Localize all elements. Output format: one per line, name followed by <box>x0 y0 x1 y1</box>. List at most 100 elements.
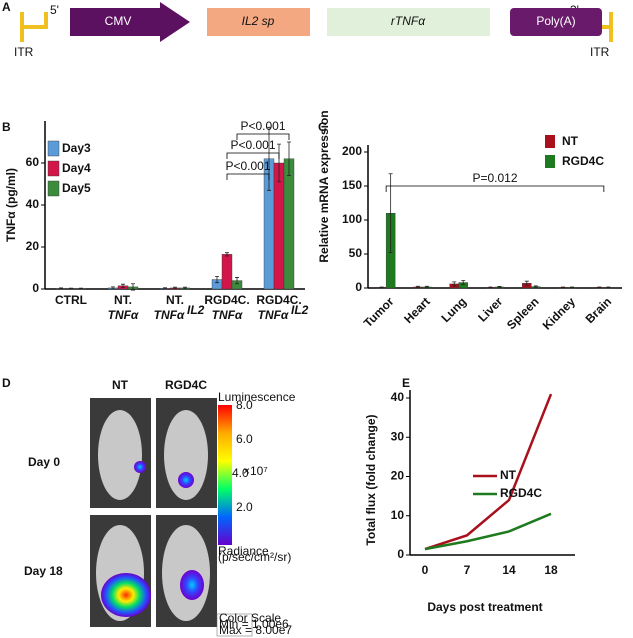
error-bar <box>561 286 566 289</box>
legend-label: Day3 <box>62 141 91 155</box>
significance-bracket <box>226 152 280 159</box>
panel-label: E <box>402 376 410 390</box>
error-bar <box>163 287 167 290</box>
x-tick-label: Tumor <box>361 294 397 330</box>
error-bar <box>424 285 429 289</box>
scale-tick: 2.0 <box>236 500 253 514</box>
scale-tick: 6.0 <box>236 432 253 446</box>
x-tick-label: TNFα <box>258 308 289 322</box>
error-bar <box>277 143 281 183</box>
panel-label: B <box>2 120 11 134</box>
x-tick-label: RGD4C. <box>256 293 301 307</box>
y-axis-label: Relative mRNA expression <box>317 110 331 262</box>
annotation: P<0.001 <box>230 138 275 152</box>
error-bar <box>225 252 229 257</box>
line-series <box>424 512 552 551</box>
x-tick-label: 0 <box>422 563 429 577</box>
polya-box <box>510 8 602 36</box>
error-bar <box>121 283 125 288</box>
error-bar <box>183 286 187 290</box>
y-tick-label: 20 <box>26 239 40 253</box>
error-bar <box>488 286 493 289</box>
annotation: P<0.001 <box>225 159 270 173</box>
x-tick-label: IL2 <box>291 303 309 317</box>
y-tick-label: 200 <box>342 144 362 158</box>
y-tick-label: 30 <box>391 429 405 443</box>
legend-label: Day5 <box>62 181 91 195</box>
x-tick-label: NT. <box>114 293 132 307</box>
x-tick-label: TNFα <box>154 308 185 322</box>
legend-swatch <box>47 140 60 157</box>
scale-box-text: Color Scale <box>219 611 281 625</box>
mouse <box>164 410 208 500</box>
error-bar <box>59 287 63 290</box>
annotation: P<0.001 <box>240 119 285 133</box>
x-tick-label: 7 <box>464 563 471 577</box>
legend-label: NT <box>562 134 579 148</box>
scale-box <box>216 613 253 637</box>
scale-title: Luminescence <box>218 390 296 404</box>
significance-bracket <box>385 185 605 192</box>
mouse <box>98 410 142 500</box>
y-tick-label: 0 <box>32 281 39 295</box>
panel-label: C <box>318 120 327 134</box>
annotation: P=0.012 <box>472 171 517 185</box>
x-tick-label: Lung <box>438 294 469 325</box>
line-series <box>424 393 553 551</box>
cmv-arrow <box>70 2 190 42</box>
error-bar <box>69 287 73 290</box>
legend-label: RGD4C <box>562 154 604 168</box>
x-tick-label: 18 <box>544 563 558 577</box>
error-bar <box>388 173 393 254</box>
y-tick-label: 10 <box>391 508 405 522</box>
scale-unit: Radiance <box>218 544 269 558</box>
color-bar <box>218 405 232 545</box>
error-bar <box>287 141 291 176</box>
error-bar <box>173 286 177 290</box>
panel-label: D <box>2 376 11 390</box>
imaging-panel: D NT RGD4C Day 0 Day 18 Luminescence 8.0… <box>2 376 296 637</box>
significance-bracket <box>226 173 270 180</box>
y-tick-label: 0 <box>355 280 362 294</box>
significance-bracket <box>236 133 290 140</box>
y-tick-label: 40 <box>391 390 405 404</box>
x-tick-label: Liver <box>475 294 505 324</box>
signal <box>178 472 194 488</box>
legend-label: Day4 <box>62 161 91 175</box>
error-bar <box>215 276 219 284</box>
column-label: NT <box>112 378 129 392</box>
error-bar <box>461 280 466 285</box>
error-bar <box>570 286 575 289</box>
error-bar <box>524 280 529 286</box>
y-axis-label: Total flux (fold change) <box>364 414 378 545</box>
element-label: CMV <box>105 14 132 28</box>
error-bar <box>533 285 538 288</box>
itr-left <box>20 12 48 42</box>
error-bar <box>79 287 83 290</box>
scale-box-text: Max = 8.00e7 <box>219 623 292 637</box>
error-bar <box>597 286 602 289</box>
legend-swatch <box>47 160 60 177</box>
error-bar <box>497 286 502 288</box>
y-tick-label: 60 <box>26 155 40 169</box>
element-label: rTNFα <box>391 14 426 28</box>
x-tick-label: TNFα <box>108 308 139 322</box>
legend-label: RGD4C <box>500 486 542 500</box>
legend-swatch <box>545 135 555 148</box>
x-tick-label: NT. <box>166 293 184 307</box>
y-axis-label: TNFα (pg/ml) <box>4 168 18 242</box>
y-tick-label: 20 <box>391 469 405 483</box>
scale-box-text: Min = 1.00e6 <box>219 617 289 631</box>
signal <box>134 461 146 473</box>
row-label: Day 18 <box>24 564 63 578</box>
scale-tick: 8.0 <box>236 398 253 412</box>
error-bar <box>235 277 239 285</box>
scale-exponent: ×10⁷ <box>243 464 268 478</box>
x-tick-label: IL2 <box>187 303 205 317</box>
legend-label: NT <box>500 468 517 482</box>
element-label: Poly(A) <box>536 14 575 28</box>
error-bar <box>131 283 135 291</box>
scale-tick: 4.0 <box>232 466 249 480</box>
panel-label: A <box>2 0 11 14</box>
error-bar <box>111 286 115 290</box>
